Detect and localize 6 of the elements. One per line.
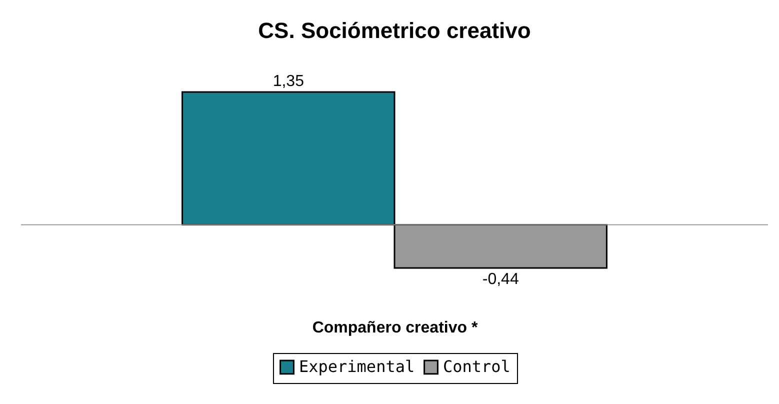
legend-label: Experimental <box>299 357 415 376</box>
data-label: 1,35 <box>272 73 304 90</box>
legend-label: Control <box>443 357 510 376</box>
data-label: -0,44 <box>482 271 519 288</box>
chart-title: CS. Sociómetrico creativo <box>258 18 531 43</box>
x-axis-title: Compañero creativo * <box>312 320 478 336</box>
